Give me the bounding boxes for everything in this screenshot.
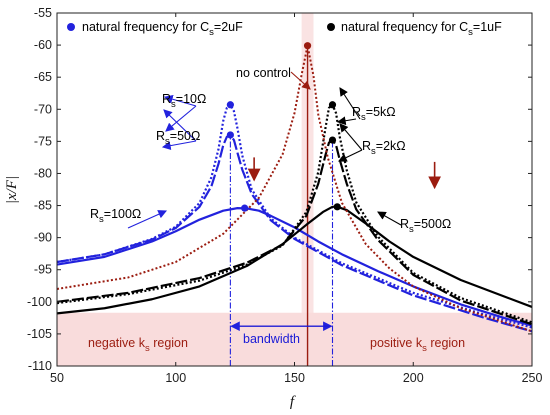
y-tick-label--105: -105 [27,327,52,341]
x-tick-label-50: 50 [50,371,64,385]
peak-marker-6 [303,42,312,50]
annotation-arrow-1 [165,105,197,132]
y-axis-ticks: -110 -105 -100 -95 -90 -85 -80 -75 -70 -65 -60 -55 [27,6,532,373]
legend-label-black: natural frequency for Cs=1uF [341,20,502,38]
y-tick-label--70: -70 [34,102,52,116]
series-line-4 [57,138,532,326]
positive-region-label: positive ks region [370,336,465,354]
annotation-rs-100: Rs=100Ω [90,207,141,225]
y-tick-label--75: -75 [34,134,52,148]
series-line-3 [57,103,532,324]
series-line-1 [57,133,532,333]
legend-marker-blue [67,23,75,31]
negative-region-label: negative ks region [88,336,188,354]
annotation-rs-2k: Rs=2kΩ [362,139,406,157]
annotation-arrow-10 [290,71,311,90]
response-curves [57,44,532,333]
series-line-2 [57,207,532,327]
y-tick-label--110: -110 [28,359,52,373]
x-axis-ticks: 50 100 150 200 250 [50,13,542,385]
annotation-rs-5k: Rs=5kΩ [352,105,396,123]
annotation-no-control: no control [236,66,291,80]
annotation-arrows [127,71,442,229]
y-tick-label--95: -95 [34,263,52,277]
peak-marker-5 [333,203,341,211]
peak-marker-3 [328,101,337,109]
annotation-arrow-8 [338,149,363,162]
y-tick-label--65: -65 [34,70,52,84]
annotation-arrow-4 [127,210,168,229]
negative-region-band [57,312,308,366]
annotation-arrow-3 [161,140,197,150]
annotation-arrow-9 [377,211,402,226]
annotation-arrow-0 [163,94,197,107]
x-axis-label: f [290,394,296,410]
y-tick-label--85: -85 [34,199,52,213]
annotation-arrow-7 [339,123,363,151]
legend-marker-black [327,23,335,31]
annotation-arrow-6 [336,116,357,126]
annotation-rs-500: Rs=500Ω [400,217,451,235]
peak-marker-1 [226,131,234,139]
y-tick-label--100: -100 [27,295,52,309]
y-tick-label--55: -55 [34,6,52,20]
bandwidth-label: bandwidth [243,332,300,346]
peak-marker-4 [328,136,337,144]
peak-marker-0 [226,101,234,109]
x-tick-label-250: 250 [522,371,543,385]
shaded-regions [57,13,532,366]
peak-markers [226,42,341,212]
annotation-rs-10: Rs=10Ω [162,92,206,110]
x-tick-label-150: 150 [284,371,305,385]
x-tick-label-200: 200 [403,371,424,385]
x-tick-label-100: 100 [165,371,186,385]
series-line-6 [57,44,532,333]
y-tick-label--80: -80 [34,166,52,180]
y-tick-label--90: -90 [34,231,52,245]
legend-label-blue: natural frequency for Cs=2uF [82,20,243,38]
series-line-5 [57,205,532,315]
y-axis-label: |x/F| [4,176,20,204]
series-line-0 [57,103,532,329]
peak-marker-2 [241,204,249,212]
annotation-arrow-2 [163,109,197,142]
annotation-arrow-5 [339,87,361,120]
annotation-rs-50: Rs=50Ω [156,129,200,147]
y-tick-label--60: -60 [34,38,52,52]
